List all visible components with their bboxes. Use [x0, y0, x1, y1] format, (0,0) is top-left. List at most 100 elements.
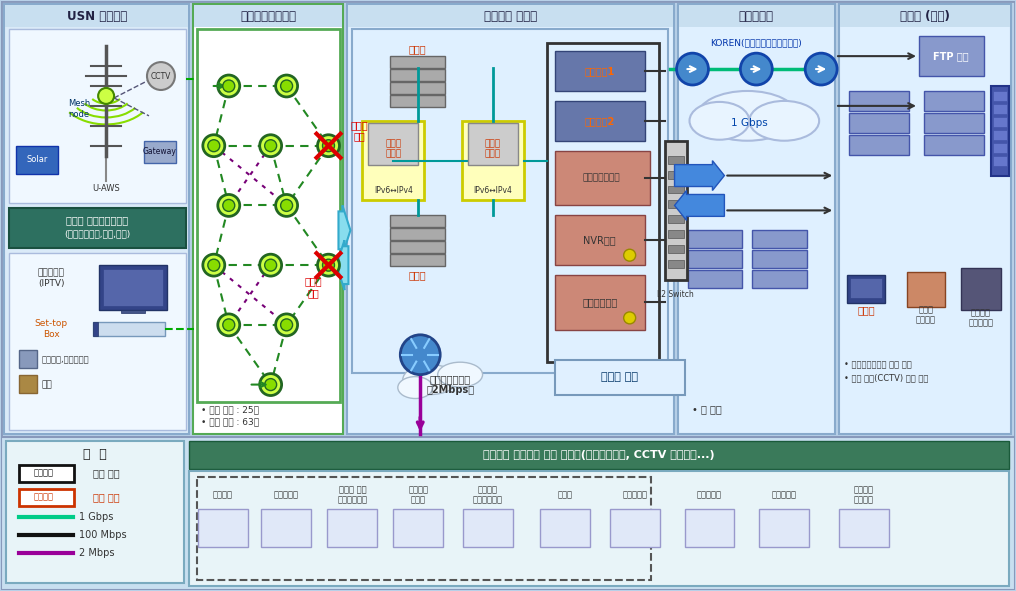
Circle shape	[677, 53, 708, 85]
Text: 온난화 대응
농업연구센터: 온난화 대응 농업연구센터	[337, 485, 368, 505]
FancyBboxPatch shape	[918, 36, 983, 76]
Circle shape	[318, 135, 339, 157]
FancyBboxPatch shape	[678, 4, 835, 434]
Text: • 기존 메쉬 : 63조: • 기존 메쉬 : 63조	[201, 417, 259, 426]
FancyBboxPatch shape	[193, 4, 343, 434]
FancyBboxPatch shape	[194, 5, 342, 27]
FancyBboxPatch shape	[961, 268, 1001, 310]
Text: 100 Mbps: 100 Mbps	[79, 530, 127, 540]
FancyBboxPatch shape	[668, 186, 684, 193]
FancyBboxPatch shape	[393, 509, 443, 547]
Text: 트랜스
레이터: 트랜스 레이터	[385, 139, 401, 158]
Circle shape	[217, 194, 240, 216]
Text: 제주대학교: 제주대학교	[739, 10, 774, 23]
Circle shape	[280, 80, 293, 92]
FancyBboxPatch shape	[390, 82, 445, 94]
FancyBboxPatch shape	[555, 51, 644, 91]
Circle shape	[99, 88, 114, 104]
Circle shape	[217, 314, 240, 336]
Circle shape	[624, 312, 636, 324]
Text: • 망 교체: • 망 교체	[693, 404, 722, 414]
FancyBboxPatch shape	[9, 209, 186, 248]
FancyArrow shape	[338, 206, 351, 255]
FancyArrow shape	[336, 241, 348, 290]
Text: 검정긁씨: 검정긁씨	[34, 469, 53, 478]
FancyBboxPatch shape	[752, 270, 807, 288]
Circle shape	[147, 62, 175, 90]
Text: 신규 도입: 신규 도입	[93, 468, 120, 478]
Text: 종합기상
정보시스템: 종합기상 정보시스템	[968, 308, 994, 327]
FancyBboxPatch shape	[847, 275, 885, 303]
FancyArrow shape	[675, 161, 724, 190]
Circle shape	[280, 319, 293, 331]
FancyBboxPatch shape	[924, 135, 983, 155]
Text: 산림청: 산림청	[558, 491, 572, 499]
FancyBboxPatch shape	[752, 250, 807, 268]
Circle shape	[203, 135, 225, 157]
Text: Set-top
Box: Set-top Box	[35, 319, 68, 339]
FancyBboxPatch shape	[668, 245, 684, 253]
Circle shape	[400, 335, 440, 375]
Text: 제주도청,서귀포시청: 제주도청,서귀포시청	[42, 355, 89, 364]
Circle shape	[741, 53, 772, 85]
FancyBboxPatch shape	[668, 200, 684, 209]
FancyBboxPatch shape	[189, 471, 1009, 586]
FancyBboxPatch shape	[759, 509, 809, 547]
Text: • 기존 영상(CCTV) 자료 포함: • 기존 영상(CCTV) 자료 포함	[844, 373, 929, 382]
Text: 마을: 마을	[42, 380, 52, 389]
Text: 1 Gbps: 1 Gbps	[79, 512, 114, 522]
FancyBboxPatch shape	[9, 30, 186, 203]
FancyBboxPatch shape	[688, 230, 743, 248]
Text: 2 Mbps: 2 Mbps	[79, 548, 115, 558]
Text: 붉은긁씨: 붉은긁씨	[34, 492, 53, 502]
FancyBboxPatch shape	[363, 121, 425, 200]
Circle shape	[806, 53, 837, 85]
FancyBboxPatch shape	[668, 230, 684, 238]
Circle shape	[264, 259, 276, 271]
FancyBboxPatch shape	[19, 489, 74, 506]
Text: 트랜스
레이터: 트랜스 레이터	[485, 139, 501, 158]
Text: 장애시
우회: 장애시 우회	[305, 276, 322, 298]
Text: 기존 활용: 기존 활용	[93, 492, 120, 502]
FancyBboxPatch shape	[555, 360, 685, 395]
FancyBboxPatch shape	[555, 215, 644, 265]
Ellipse shape	[750, 101, 819, 141]
Text: 해양경찰청: 해양경찰청	[697, 491, 722, 499]
FancyBboxPatch shape	[197, 30, 340, 402]
Text: 사용자: 사용자	[858, 305, 875, 315]
Circle shape	[264, 139, 276, 152]
FancyBboxPatch shape	[16, 146, 58, 174]
Circle shape	[223, 199, 235, 212]
Text: 기상실황판
(IPTV): 기상실황판 (IPTV)	[38, 268, 65, 288]
FancyBboxPatch shape	[839, 4, 1011, 434]
FancyBboxPatch shape	[369, 123, 419, 165]
FancyBboxPatch shape	[849, 113, 909, 133]
Text: (동네기상실황,특보,예보): (동네기상실황,특보,예보)	[64, 230, 130, 239]
FancyBboxPatch shape	[390, 254, 445, 266]
Circle shape	[223, 319, 235, 331]
FancyArrow shape	[675, 190, 724, 220]
FancyBboxPatch shape	[688, 250, 743, 268]
FancyBboxPatch shape	[19, 465, 74, 482]
Ellipse shape	[697, 91, 798, 141]
Text: 농촌진흥청: 농촌진흥청	[622, 491, 647, 499]
FancyBboxPatch shape	[668, 215, 684, 223]
Text: IPv6↔IPv4: IPv6↔IPv4	[374, 186, 412, 195]
Text: 서귀포시청: 서귀포시청	[273, 491, 298, 499]
Text: Solar: Solar	[26, 155, 48, 164]
Circle shape	[264, 379, 276, 391]
FancyBboxPatch shape	[924, 91, 983, 111]
Text: 환경자원
연구원: 환경자원 연구원	[408, 485, 429, 505]
FancyBboxPatch shape	[6, 441, 184, 583]
FancyBboxPatch shape	[991, 86, 1009, 176]
Text: 컨텐츠분배서버: 컨텐츠분배서버	[583, 173, 621, 182]
FancyBboxPatch shape	[993, 117, 1007, 127]
Text: USN 기상관측: USN 기상관측	[66, 10, 127, 23]
Text: • 맞춤정보서비스 자료 생성: • 맞춤정보서비스 자료 생성	[844, 360, 911, 369]
FancyBboxPatch shape	[261, 509, 311, 547]
Circle shape	[260, 374, 281, 395]
FancyBboxPatch shape	[849, 135, 909, 155]
FancyBboxPatch shape	[993, 142, 1007, 152]
FancyBboxPatch shape	[688, 270, 743, 288]
FancyBboxPatch shape	[390, 69, 445, 81]
